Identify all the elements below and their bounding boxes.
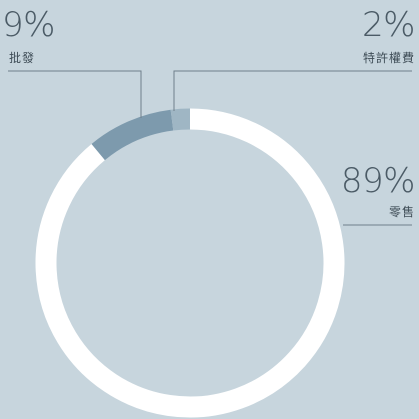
slice-category-label-wholesale: 批發 xyxy=(9,51,36,65)
slice-franchise xyxy=(170,108,191,131)
slice-wholesale xyxy=(91,109,174,161)
slice-retail xyxy=(35,108,345,418)
slice-value-label-wholesale: 9% xyxy=(2,5,55,45)
slice-category-label-retail: 零售 xyxy=(388,205,415,219)
slice-value-label-franchise: 2% xyxy=(362,5,415,45)
leader-line-wholesale xyxy=(8,70,142,118)
slice-category-label-franchise: 特許權費 xyxy=(362,51,415,65)
leader-line-franchise xyxy=(173,70,412,111)
slice-value-label-retail: 89% xyxy=(340,161,416,201)
